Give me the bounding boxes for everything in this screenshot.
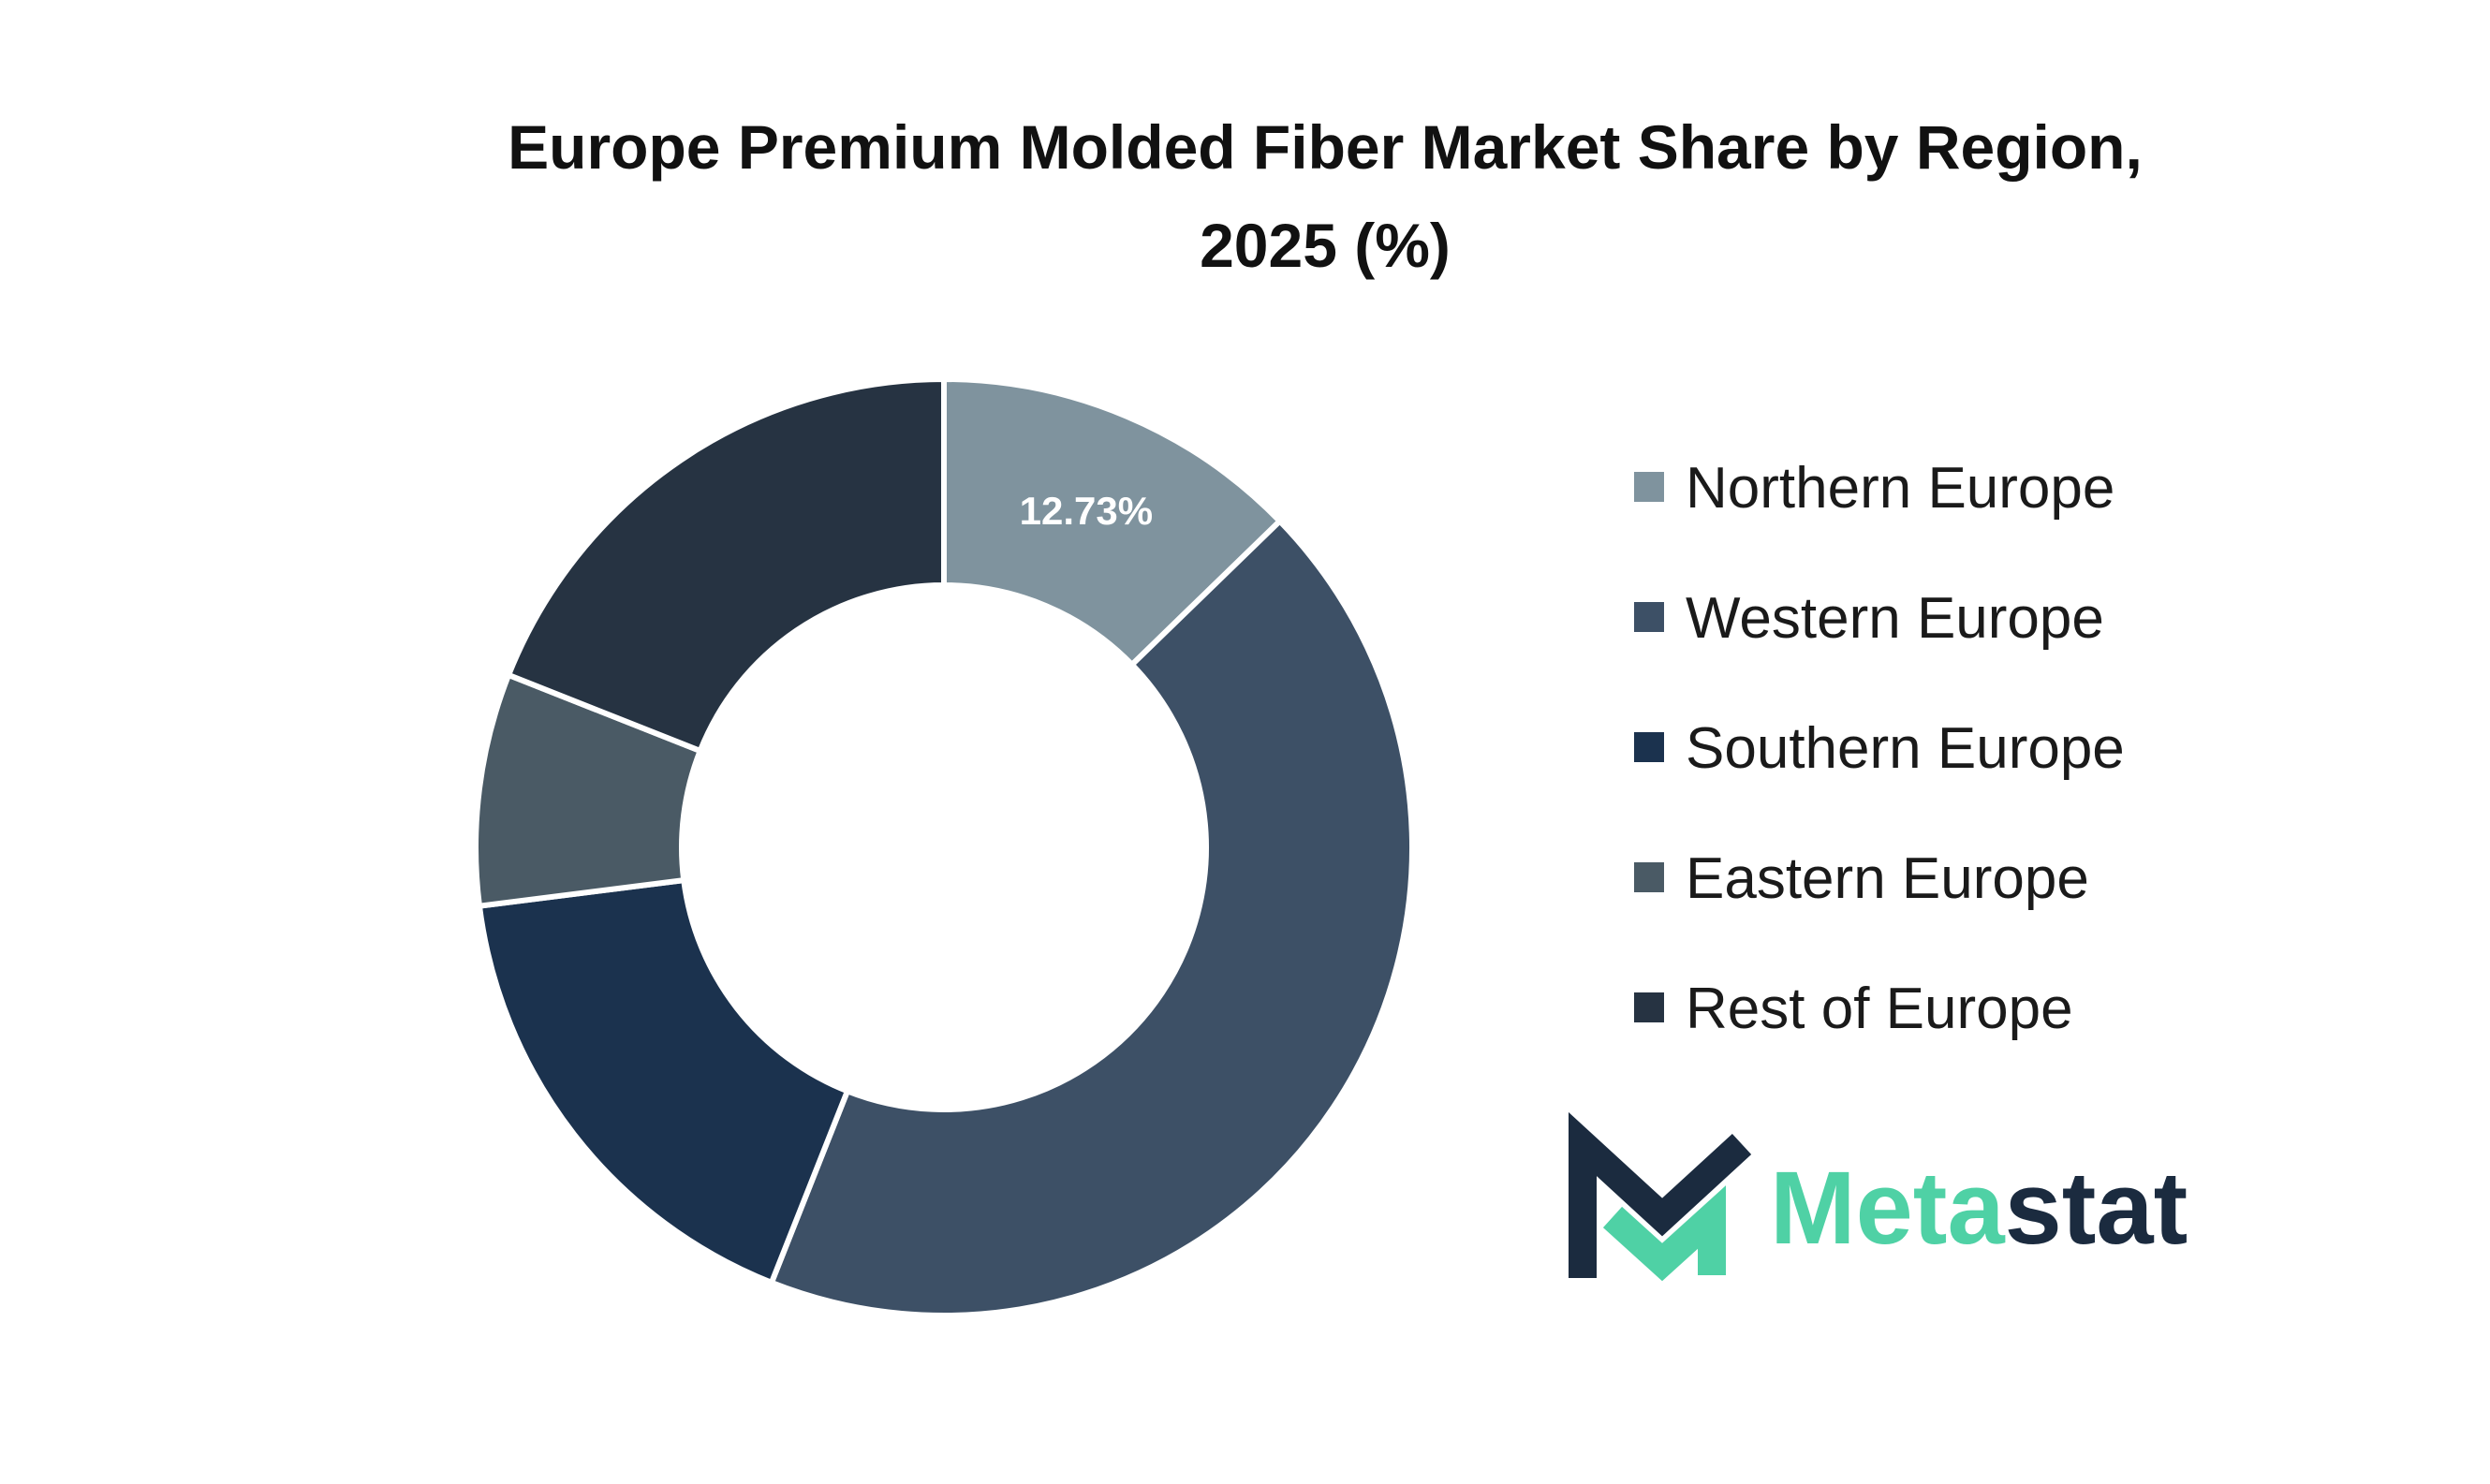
metastat-logo-wordmark-meta: Meta — [1770, 1151, 2005, 1266]
legend-label: Eastern Europe — [1686, 846, 2089, 911]
donut-slice-rest-of-europe — [505, 375, 947, 755]
donut-slice-labels: 12.73% — [1020, 489, 1153, 533]
chart-title-line-2: 2025 (%) — [1200, 211, 1451, 280]
legend: Northern Europe Western Europe Southern Eu… — [1634, 456, 2125, 1041]
legend-swatch — [1634, 732, 1664, 762]
metastat-logo-mark-icon — [1569, 1111, 1752, 1282]
metastat-logo-wordmark: Metastat — [1770, 1151, 2188, 1266]
legend-label: Southern Europe — [1686, 716, 2125, 781]
donut-slice-western-europe — [768, 517, 1415, 1318]
donut-slice-southern-europe — [476, 876, 851, 1286]
donut-slices — [473, 375, 1415, 1318]
donut-slice-northern-europe — [941, 375, 1284, 669]
metastat-logo-wordmark-stat: stat — [2005, 1151, 2188, 1266]
legend-swatch — [1634, 472, 1664, 502]
legend-swatch — [1634, 862, 1664, 892]
donut-slice-label: 12.73% — [1020, 489, 1153, 533]
legend-label: Northern Europe — [1686, 456, 2114, 521]
legend-label: Western Europe — [1686, 586, 2104, 651]
metastat-logo: Metastat — [1569, 1111, 2188, 1282]
legend-swatch — [1634, 992, 1664, 1022]
legend-swatch — [1634, 602, 1664, 632]
chart-title-line-1: Europe Premium Molded Fiber Market Share… — [508, 112, 2143, 182]
legend-label: Rest of Europe — [1686, 977, 2073, 1041]
